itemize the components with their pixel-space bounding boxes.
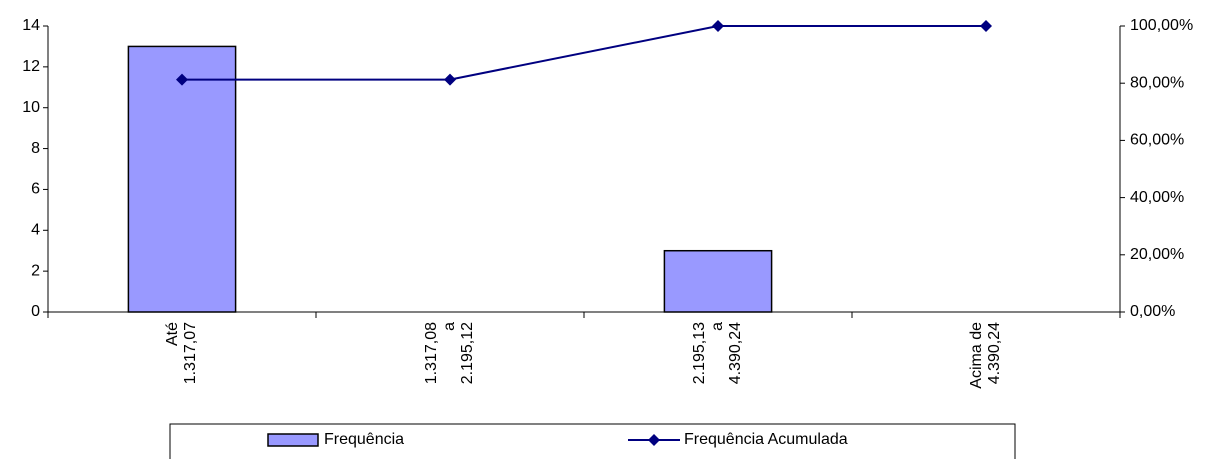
y-tick-label: 6 — [31, 181, 40, 198]
y2-tick-label: 100,00% — [1130, 17, 1193, 34]
y2-tick-label: 40,00% — [1130, 189, 1184, 206]
x-tick-label: Até1.317,07 — [164, 322, 199, 384]
legend-label: Frequência Acumulada — [684, 431, 848, 448]
marker — [176, 73, 188, 86]
y-tick-label: 12 — [22, 58, 40, 75]
bar — [663, 249, 773, 313]
legend-label: Frequência — [324, 431, 404, 448]
y-tick-label: 4 — [31, 222, 40, 239]
y2-tick-label: 60,00% — [1130, 132, 1184, 149]
y-tick-label: 8 — [31, 140, 40, 157]
x-tick-label: 1.317,08a2.195,12 — [423, 322, 476, 384]
y2-tick-label: 80,00% — [1130, 74, 1184, 91]
x-tick-label: Acima de4.390,24 — [968, 322, 1003, 389]
y-tick-label: 0 — [31, 303, 40, 320]
marker — [712, 20, 724, 32]
marker — [444, 73, 456, 86]
legend-marker — [648, 434, 660, 446]
legend-swatch — [267, 433, 319, 447]
y-tick-label: 14 — [22, 17, 40, 34]
line — [182, 25, 986, 81]
x-tick-label: 2.195,13a4.390,24 — [691, 322, 744, 384]
y2-tick-label: 0,00% — [1130, 303, 1175, 320]
y-tick-label: 10 — [22, 99, 40, 116]
y2-tick-label: 20,00% — [1130, 246, 1184, 263]
bar — [127, 45, 237, 313]
marker — [980, 20, 992, 32]
y-tick-label: 2 — [31, 262, 40, 279]
